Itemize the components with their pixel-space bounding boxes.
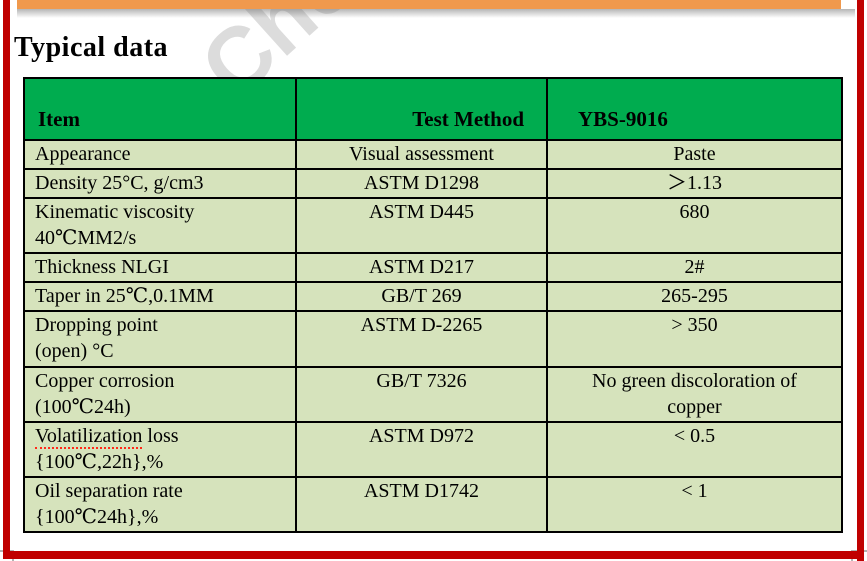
item-cell: Copper corrosion (100℃24h) — [23, 366, 297, 423]
method-cell: ASTM D1298 — [295, 168, 548, 199]
table-row: Density 25°C, g/cm3 ASTM D1298 ＞1.13 — [23, 168, 843, 199]
value-cell: No green discoloration of copper — [546, 366, 843, 423]
value-cell: 2# — [546, 252, 843, 283]
typical-data-table: Item Test Method YBS-9016 Appearance Vis… — [23, 77, 843, 533]
value-cell: ＞1.13 — [546, 168, 843, 199]
item-cell: Volatilization loss {100℃,22h},% — [23, 421, 297, 478]
item-cell: Kinematic viscosity 40℃MM2/s — [23, 197, 297, 254]
page-title: Typical data — [14, 32, 169, 63]
item-cell: Dropping point (open) °C — [23, 310, 297, 368]
spellcheck-underlined-word: Volatilization — [35, 425, 143, 449]
method-cell: ASTM D-2265 — [295, 310, 548, 368]
left-border-bar — [3, 0, 10, 559]
top-accent-bar — [17, 0, 841, 9]
method-cell: ASTM D217 — [295, 252, 548, 283]
value-cell: < 1 — [546, 476, 843, 533]
method-cell: ASTM D445 — [295, 197, 548, 254]
value-cell: > 350 — [546, 310, 843, 368]
method-cell: Visual assessment — [295, 139, 548, 170]
column-header-ybs-9016: YBS-9016 — [546, 77, 843, 141]
table-row: Thickness NLGI ASTM D217 2# — [23, 252, 843, 283]
table-row: Oil separation rate {100℃24h},% ASTM D17… — [23, 476, 843, 533]
item-cell: Taper in 25℃,0.1MM — [23, 281, 297, 312]
table-row: Volatilization loss {100℃,22h},% ASTM D9… — [23, 421, 843, 478]
value-cell: 265-295 — [546, 281, 843, 312]
method-cell: ASTM D1742 — [295, 476, 548, 533]
method-cell: GB/T 7326 — [295, 366, 548, 423]
top-accent-bar-shadow — [17, 9, 855, 18]
table-row: Appearance Visual assessment Paste — [23, 139, 843, 170]
item-cell: Appearance — [23, 139, 297, 170]
item-cell: Oil separation rate {100℃24h},% — [23, 476, 297, 533]
item-cell: Thickness NLGI — [23, 252, 297, 283]
right-border-bar — [857, 0, 864, 561]
table-header-row: Item Test Method YBS-9016 — [23, 77, 843, 141]
item-cell-text: loss {100℃,22h},% — [35, 425, 179, 473]
table-row: Dropping point (open) °C ASTM D-2265 > 3… — [23, 310, 843, 368]
value-cell: 680 — [546, 197, 843, 254]
table-row: Kinematic viscosity 40℃MM2/s ASTM D445 6… — [23, 197, 843, 254]
column-header-item: Item — [23, 77, 297, 141]
column-header-test-method: Test Method — [295, 77, 548, 141]
value-cell: Paste — [546, 139, 843, 170]
method-cell: GB/T 269 — [295, 281, 548, 312]
table-row: Copper corrosion (100℃24h) GB/T 7326 No … — [23, 366, 843, 423]
table-row: Taper in 25℃,0.1MM GB/T 269 265-295 — [23, 281, 843, 312]
bottom-border-bar — [3, 551, 857, 559]
value-cell: < 0.5 — [546, 421, 843, 478]
item-cell: Density 25°C, g/cm3 — [23, 168, 297, 199]
method-cell: ASTM D972 — [295, 421, 548, 478]
